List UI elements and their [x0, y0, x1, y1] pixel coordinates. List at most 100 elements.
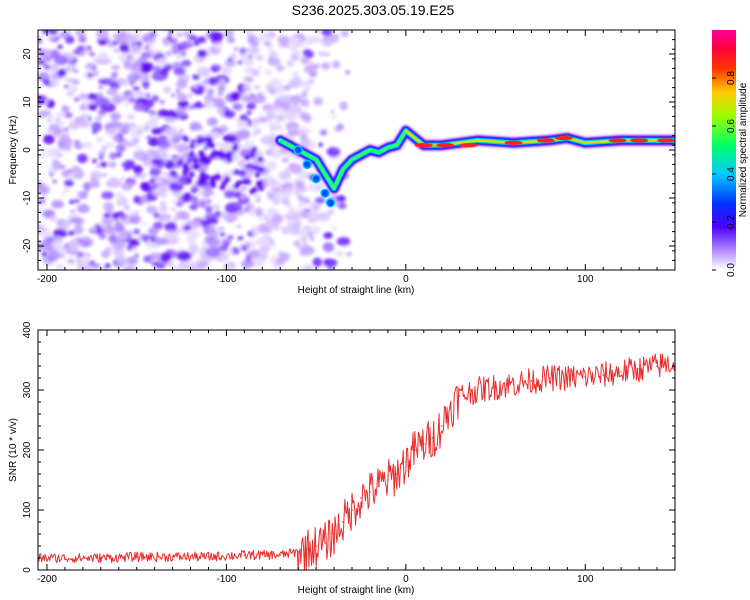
spectrogram-cell	[111, 212, 120, 220]
spectrogram-cell	[251, 69, 260, 75]
spectrogram-cell	[119, 43, 130, 53]
spectrogram-cell	[183, 153, 190, 158]
spectrogram-cell	[110, 72, 119, 78]
spectrogram-cell	[151, 158, 162, 166]
snr-y-tick-label: 300	[22, 381, 33, 398]
spectrogram-cell	[281, 157, 290, 163]
spectrogram-cell	[95, 30, 109, 39]
spectrogram-cell	[160, 192, 167, 199]
spectrogram-cell	[296, 208, 303, 214]
spectrogram-cell	[157, 109, 170, 118]
spectrogram-cell	[171, 154, 179, 160]
spectrogram-cell	[192, 157, 199, 164]
spectrogram-cell	[248, 46, 260, 55]
spectrogram-cell	[115, 144, 126, 153]
spectrogram-cell	[87, 103, 98, 111]
spectrogram-cell	[135, 147, 142, 153]
spectrogram-cell	[69, 199, 75, 205]
snr-point	[306, 548, 308, 550]
spectrogram-cell	[250, 40, 260, 48]
spectrogram-cell	[205, 247, 221, 258]
spectrogram-cell	[108, 152, 118, 160]
spectrogram-cell	[181, 59, 192, 67]
spectrogram-cell	[320, 62, 331, 70]
spectrogram-cell	[249, 151, 256, 158]
spectrogram-peak	[554, 135, 573, 141]
spectrogram-cell	[43, 134, 55, 145]
spectrogram-cell	[100, 105, 107, 110]
spectrogram-cell	[209, 31, 224, 41]
snr-y-tick-label: 400	[22, 321, 33, 338]
spectrogram-cell	[56, 111, 66, 118]
spectrogram-cell	[250, 93, 255, 97]
spectrogram-cell	[206, 88, 215, 96]
spectrogram-cell	[62, 130, 70, 136]
spectrogram-cell	[254, 85, 260, 90]
snr-series-line	[38, 353, 675, 570]
spectrogram-cell	[73, 139, 81, 145]
spectrogram-cell	[182, 135, 189, 142]
spectrogram-cell	[120, 176, 125, 181]
spectrogram-cell	[185, 177, 192, 184]
spectrogram-cell	[319, 129, 328, 136]
spectrogram-cell	[268, 184, 275, 189]
spectrogram-cell	[324, 52, 331, 57]
spectrogram-cell	[297, 195, 305, 202]
spectrogram-cell	[81, 141, 93, 149]
snr-point	[135, 556, 138, 558]
colorbar-ticks: 0.0 0.2 0.4 0.6 0.8	[712, 71, 737, 277]
spectrogram-cell	[146, 49, 153, 54]
spectrogram-cell	[160, 171, 169, 177]
spectrogram-cell	[254, 192, 262, 200]
spectrogram-cell	[140, 61, 154, 72]
spectrogram-cell	[249, 188, 256, 195]
spectrogram-cell	[172, 50, 177, 54]
spectrogram-cell	[288, 78, 301, 89]
spectrogram-cell	[145, 118, 159, 128]
spectrogram-cell	[188, 171, 195, 178]
spectrogram-cell	[335, 195, 346, 202]
snr-point	[638, 368, 640, 370]
spectrogram-cell	[173, 132, 185, 141]
spectrogram-cell	[232, 143, 239, 150]
spectrogram-cell	[38, 184, 50, 195]
spectrogram-cell	[175, 210, 187, 220]
snr-point	[64, 557, 66, 559]
spectrogram-cell	[61, 219, 71, 229]
spectrogram-cell	[132, 247, 138, 253]
spectrogram-cell	[181, 192, 193, 203]
snr-point	[171, 556, 174, 558]
spectrogram-cell	[52, 240, 63, 249]
spectrogram-cell	[123, 219, 131, 225]
spectrogram-cell	[113, 248, 125, 258]
spectrogram-cell	[309, 35, 322, 44]
spectrogram-cell	[301, 98, 310, 107]
spectrogram-cell	[77, 45, 85, 52]
spectrogram-cell	[111, 86, 118, 92]
snr-point	[405, 461, 407, 463]
spectrogram-cell	[77, 203, 90, 214]
spectrogram-x-tick-label: -200	[37, 274, 57, 285]
spectrogram-cell	[102, 173, 108, 177]
spectrogram-cell	[148, 110, 156, 115]
spectrogram-cell	[327, 208, 335, 215]
spectrogram-cell	[172, 266, 179, 270]
spectrogram-cell	[242, 83, 252, 93]
spectrogram-cell	[157, 134, 168, 145]
spectrogram-cell	[112, 240, 125, 251]
spectrogram-cell	[327, 30, 333, 34]
spectrogram-cell	[310, 202, 321, 210]
spectrogram-cell	[141, 33, 155, 44]
spectrogram-cell	[91, 121, 103, 132]
spectrogram-cell	[149, 252, 161, 261]
spectrogram-cell	[261, 237, 270, 246]
spectrogram-cell	[197, 101, 202, 106]
spectrogram-cell	[217, 149, 224, 156]
spectrogram-cell	[124, 159, 136, 170]
spectrogram-y-axis-title: Frequency (Hz)	[8, 116, 19, 185]
spectrogram-cell	[76, 191, 86, 197]
spectrogram-cell	[278, 126, 284, 131]
spectrogram-cell	[145, 241, 156, 249]
snr-point	[620, 371, 622, 373]
spectrogram-cell	[225, 202, 235, 213]
